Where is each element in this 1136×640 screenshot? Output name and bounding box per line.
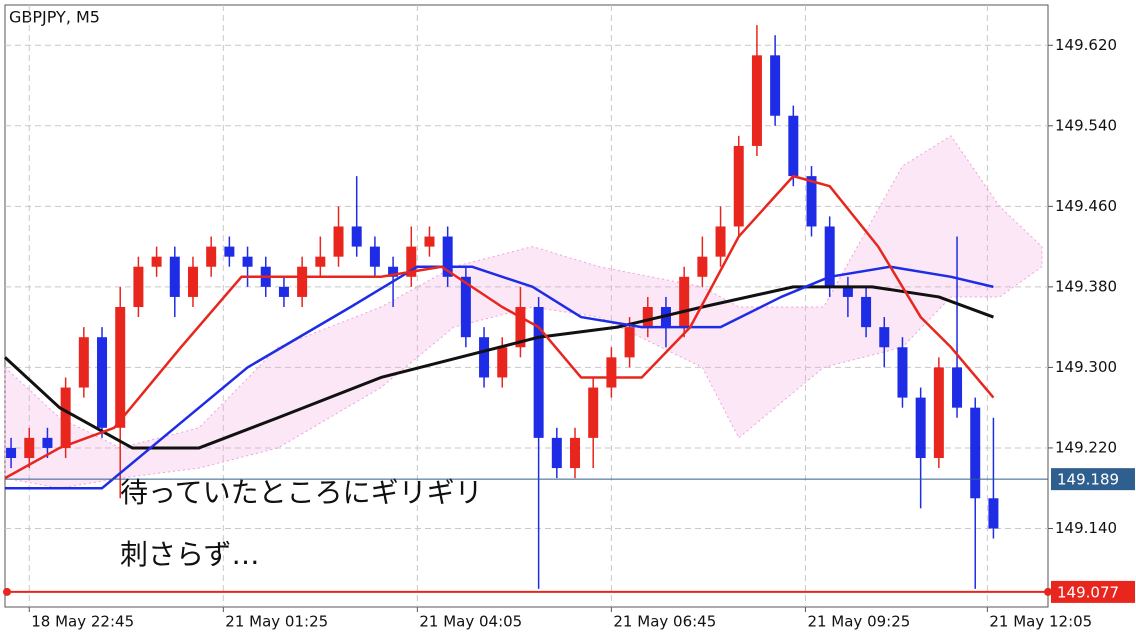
candle-body xyxy=(442,236,453,277)
candle-body xyxy=(278,286,289,297)
y-tick-label: 149.140 xyxy=(1055,519,1117,537)
candle-body xyxy=(406,246,417,277)
candle-body xyxy=(879,327,890,348)
price-label: 149.077 xyxy=(1057,583,1119,601)
candle-body xyxy=(642,307,653,328)
candle-body xyxy=(169,256,180,297)
candle-body xyxy=(624,327,635,358)
candle-body xyxy=(551,437,562,469)
candle-body xyxy=(861,296,872,328)
y-tick-label: 149.540 xyxy=(1055,116,1117,134)
level-end xyxy=(1044,587,1052,596)
price-label-box xyxy=(1051,468,1135,491)
candle-body xyxy=(915,397,926,459)
candle-body xyxy=(78,337,89,388)
candle-body xyxy=(515,307,526,348)
candle-body xyxy=(788,115,799,177)
candle-body xyxy=(97,337,108,428)
level-end xyxy=(3,587,11,596)
candle-body xyxy=(242,256,253,267)
candle-body xyxy=(369,246,380,267)
candle-body xyxy=(806,176,817,227)
candle-body xyxy=(479,337,490,378)
candle-body xyxy=(315,256,326,267)
price-label: 149.189 xyxy=(1057,471,1119,489)
annotation: 待っていたところにギリギリ xyxy=(120,476,483,509)
moving-average xyxy=(5,265,994,490)
candle-body xyxy=(187,266,198,297)
candle-body xyxy=(424,236,435,247)
candle-body xyxy=(42,437,53,448)
candle-body xyxy=(824,226,835,287)
candle-body xyxy=(151,256,162,267)
candle-body xyxy=(224,246,235,257)
candle-body xyxy=(970,407,981,499)
candle-body xyxy=(570,437,581,469)
candle-body xyxy=(115,307,126,428)
moving-average xyxy=(3,285,994,450)
x-tick-label: 21 May 04:05 xyxy=(419,613,522,631)
moving-average xyxy=(4,174,995,480)
x-tick-label: 21 May 09:25 xyxy=(807,613,910,631)
candle-body xyxy=(60,387,71,448)
candle-body xyxy=(333,226,344,257)
y-tick-label: 149.300 xyxy=(1055,358,1117,376)
candle-body xyxy=(606,357,617,388)
x-tick-label: 18 May 22:45 xyxy=(31,613,134,631)
candle-body xyxy=(897,347,908,398)
candle-body xyxy=(6,447,17,459)
y-tick-label: 149.220 xyxy=(1055,438,1117,456)
candle-body xyxy=(497,347,508,378)
candle-body xyxy=(206,246,217,267)
candle-body xyxy=(933,367,944,459)
x-tick-label: 21 May 06:45 xyxy=(613,613,716,631)
y-tick-label: 149.460 xyxy=(1055,197,1117,215)
x-tick-label: 21 May 01:25 xyxy=(225,613,328,631)
candle-body xyxy=(988,498,999,529)
candle-body xyxy=(952,367,963,408)
candle-body xyxy=(533,307,544,438)
candle-body xyxy=(588,387,599,438)
cloud xyxy=(4,135,1043,489)
candle-body xyxy=(770,55,781,116)
y-tick-label: 149.620 xyxy=(1055,36,1117,54)
candle-body xyxy=(24,437,35,459)
y-tick-label: 149.380 xyxy=(1055,277,1117,295)
candle-body xyxy=(842,286,853,297)
candle-body xyxy=(697,256,708,277)
candle-body xyxy=(388,266,399,277)
candle-body xyxy=(733,145,744,227)
annotation: 刺さらず… xyxy=(120,538,259,571)
chart-title: GBPJPY, M5 xyxy=(9,8,100,27)
price-label-box xyxy=(1051,580,1135,603)
candle-body xyxy=(751,55,762,146)
plot-frame xyxy=(4,4,1049,608)
x-tick-label: 21 May 12:05 xyxy=(989,613,1092,631)
candle-body xyxy=(133,266,144,308)
candle-body xyxy=(679,276,690,328)
candle-body xyxy=(715,226,726,257)
candle-body xyxy=(351,226,362,247)
candle-body xyxy=(297,266,308,297)
candle-body xyxy=(460,276,471,338)
